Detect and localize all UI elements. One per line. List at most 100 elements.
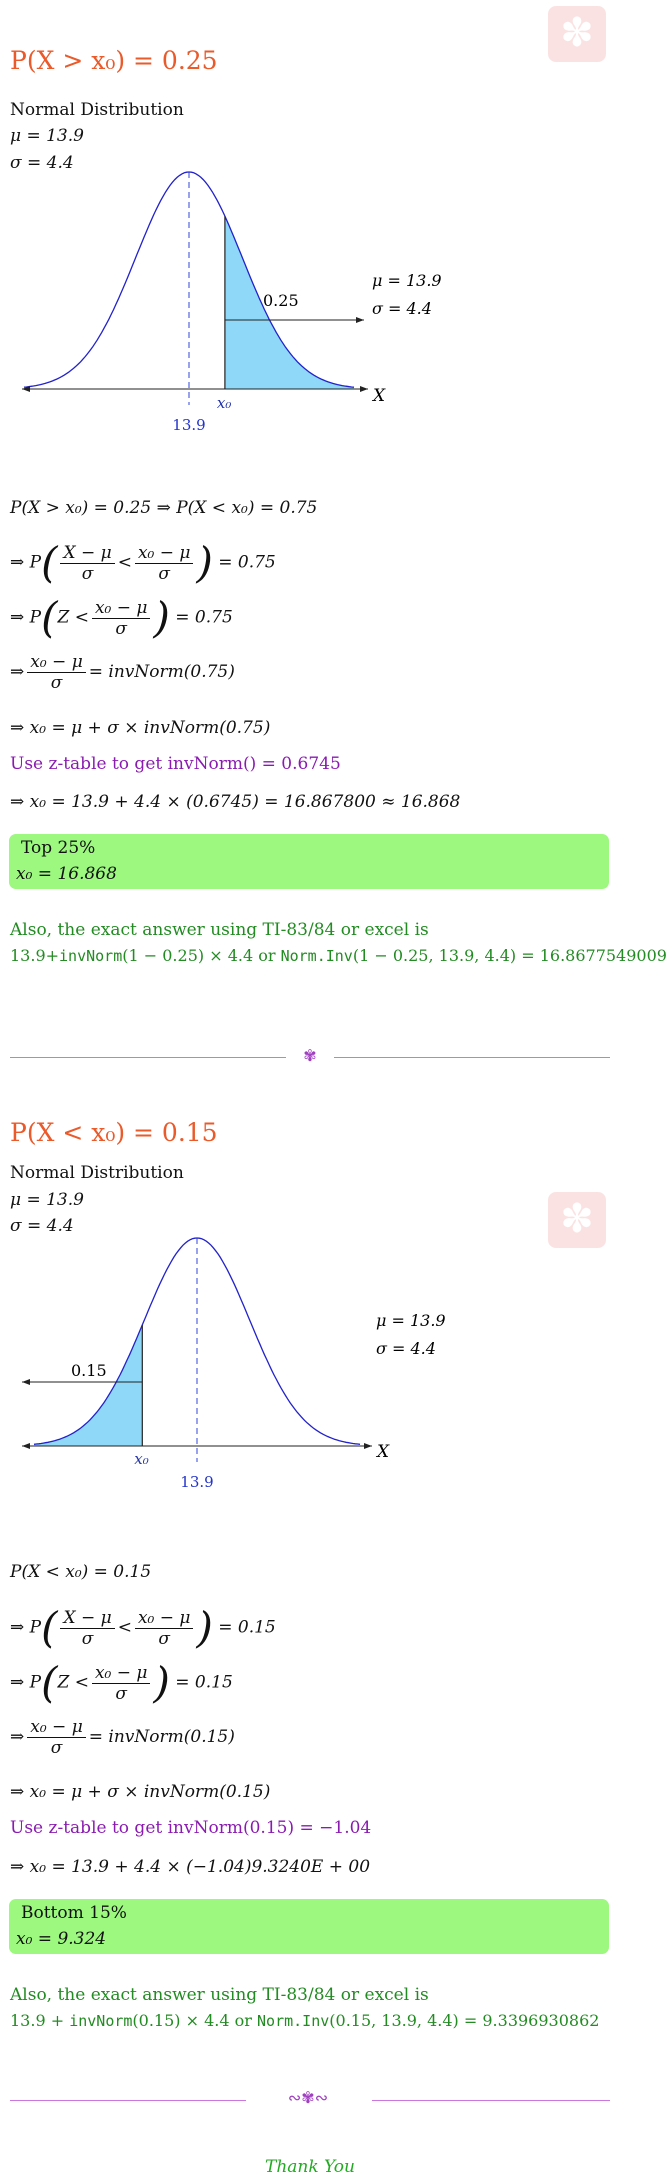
less-than: < [117,552,132,573]
denominator: σ [158,1628,170,1649]
step-3-prefix: ⇒ P [10,607,42,628]
divider-left [10,2100,246,2101]
legend-mu: μ = 13.9 [372,271,442,290]
sigma-label: σ = 4.4 [10,153,74,173]
paren-close: ) [153,593,170,642]
section-top-25: P(X > x₀) = 0.25 Normal Distribution μ =… [0,0,669,1065]
numerator: x₀ − μ [91,1663,151,1684]
step-4-suffix: = invNorm(0.75) [88,662,235,682]
distribution-label: Normal Distribution [10,100,184,120]
exact-intro: Also, the exact answer using TI-83/84 or… [10,1985,429,2005]
less-than: < [117,1617,132,1638]
step-5: ⇒ x₀ = μ + σ × invNorm(0.75) [10,718,271,738]
mu-label: μ = 13.9 [10,126,84,146]
area-pointer-arrow [22,1379,30,1385]
z-lt: Z < [57,1672,89,1693]
answer-box-heading: Top 25% [21,838,96,858]
step-3-prefix: ⇒ P [10,1672,42,1693]
legend-sigma: σ = 4.4 [372,299,432,318]
paren-open: ( [41,1658,58,1707]
paren-open: ( [41,1603,58,1652]
exact-formula: 13.9 + invNorm(0.15) × 4.4 or Norm.Inv(0… [10,2011,599,2030]
exact-part: (0.15, 13.9, 4.4) = 9.3396930862 [329,2011,600,2030]
section2-title: P(X < x₀) = 0.15 [10,1118,218,1147]
z-table-note: Use z-table to get invNorm() = 0.6745 [10,754,341,774]
x0-label: x₀ [134,1450,148,1468]
step-6: ⇒ x₀ = 13.9 + 4.4 × (0.6745) = 16.867800… [10,792,461,812]
paren-close: ) [153,1658,170,1707]
denominator: σ [50,673,63,693]
step-4-suffix: = invNorm(0.15) [88,1727,235,1747]
exact-part: 13.9+ [10,946,60,965]
numerator: X − μ [60,1608,115,1629]
step-4: ⇒ x₀ − μ σ = invNorm(0.15) [10,1717,235,1758]
exact-func: Norm.Inv [280,947,353,965]
exact-part: (0.15) × 4.4 or [132,2011,258,2030]
exact-func: invNorm [69,2012,133,2030]
legend-mu: μ = 13.9 [376,1311,446,1330]
section-bottom-15: P(X < x₀) = 0.15 Normal Distribution μ =… [0,1080,669,2180]
denominator: σ [115,1683,128,1704]
paren-close: ) [196,1603,213,1652]
numerator: x₀ − μ [27,652,86,673]
step-2-suffix: = 0.15 [218,1617,276,1638]
divider-right [334,1057,610,1058]
exact-func: invNorm [59,947,123,965]
flower-icon [548,1192,606,1248]
sigma-label: σ = 4.4 [10,1216,74,1236]
step-6: ⇒ x₀ = 13.9 + 4.4 × (−1.04)9.3240E + 00 [10,1857,371,1877]
step-2-suffix: = 0.75 [218,552,276,573]
step-2-prefix: ⇒ P [10,552,42,573]
step-2: ⇒ P(X − μ σ < x₀ − μ σ) = 0.75 [10,542,276,584]
numerator: x₀ − μ [27,1717,86,1738]
denominator: σ [115,618,128,639]
x-axis-arrow-left [22,1443,30,1449]
exact-intro: Also, the exact answer using TI-83/84 or… [10,920,429,940]
numerator: x₀ − μ [134,1608,194,1629]
z-table-note: Use z-table to get invNorm(0.15) = −1.04 [10,1818,372,1838]
answer-box-bottom: Bottom 15% x₀ = 9.324 [9,1899,609,1954]
area-label: 0.15 [71,1361,107,1380]
x0-label: x₀ [217,394,231,412]
z-lt: Z < [57,607,89,628]
mu-label: μ = 13.9 [10,1190,84,1210]
exact-part: 13.9 + [10,2011,70,2030]
divider-ornament: ∾✾∾ [287,2088,329,2107]
denominator: σ [81,563,94,584]
step-3: ⇒ P(Z < x₀ − μ σ) = 0.75 [10,597,233,639]
normal-curve-chart-1: 0.25 x₀ 13.9 X μ = 13.9 σ = 4.4 [22,171,442,434]
x-axis-arrow-right [364,1443,372,1449]
step-4-prefix: ⇒ [10,662,25,682]
answer-box-value: x₀ = 9.324 [16,1929,107,1949]
divider-right [372,2100,610,2101]
denominator: σ [81,1628,94,1649]
answer-box-heading: Bottom 15% [21,1903,127,1923]
area-pointer-arrow [356,317,364,323]
divider-ornament: ✾ [303,1046,317,1065]
mean-tick-label: 13.9 [180,1473,213,1491]
step-4-prefix: ⇒ [10,1727,25,1747]
thank-you-text: Thank You [264,2157,355,2177]
x-axis-label: X [371,386,386,406]
step-1: P(X > x₀) = 0.25 ⇒ P(X < x₀) = 0.75 [10,498,318,518]
mean-tick-label: 13.9 [172,416,205,434]
step-4: ⇒ x₀ − μ σ = invNorm(0.75) [10,652,235,693]
denominator: σ [50,1738,63,1758]
step-1: P(X < x₀) = 0.15 [10,1562,152,1582]
step-3: ⇒ P(Z < x₀ − μ σ) = 0.15 [10,1662,233,1704]
paren-open: ( [41,593,58,642]
step-2: ⇒ P(X − μ σ < x₀ − μ σ) = 0.15 [10,1607,276,1649]
denominator: σ [158,563,170,584]
answer-box-value: x₀ = 16.868 [16,864,117,884]
flower-icon [548,6,606,62]
numerator: X − μ [60,543,115,564]
shaded-area-left [34,1324,143,1446]
legend-sigma: σ = 4.4 [376,1339,436,1358]
